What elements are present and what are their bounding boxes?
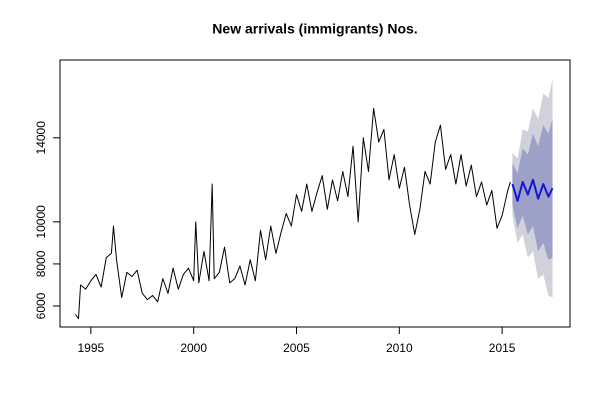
x-tick-label: 2015 bbox=[489, 341, 516, 355]
interval-band bbox=[512, 118, 553, 260]
series-line bbox=[75, 107, 511, 320]
chart-title: New arrivals (immigrants) Nos. bbox=[212, 21, 417, 37]
x-tick-label: 1995 bbox=[77, 341, 104, 355]
x-tick-label: 2000 bbox=[180, 341, 207, 355]
y-tick-label: 14000 bbox=[34, 121, 48, 155]
series-line bbox=[511, 178, 554, 202]
y-tick-label: 8000 bbox=[34, 250, 48, 277]
x-tick-label: 2005 bbox=[283, 341, 310, 355]
y-tick-label: 6000 bbox=[34, 292, 48, 319]
x-tick-label: 2010 bbox=[386, 341, 413, 355]
y-tick-label: 10000 bbox=[34, 205, 48, 239]
